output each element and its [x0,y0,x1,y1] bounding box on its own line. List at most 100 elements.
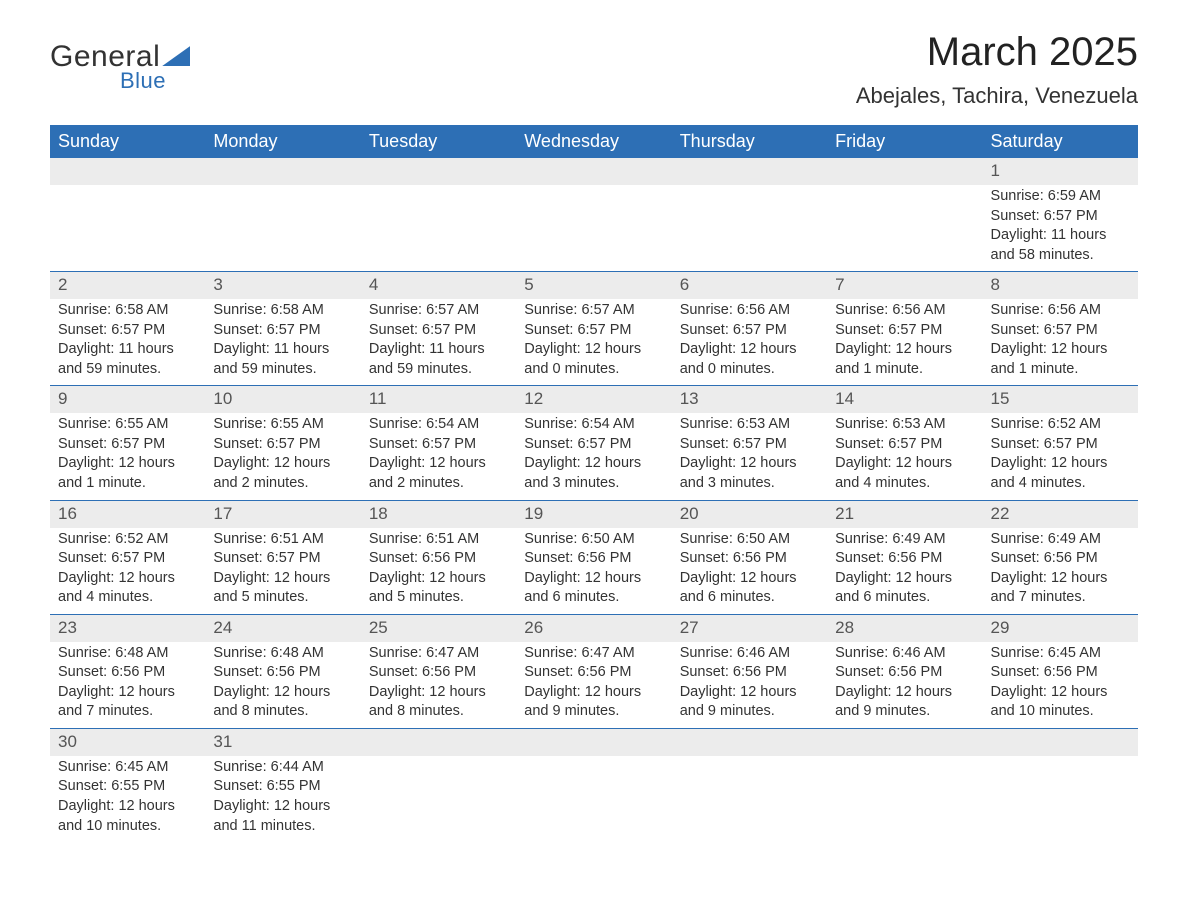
day-content: Sunrise: 6:46 AMSunset: 6:56 PMDaylight:… [672,642,827,728]
sunrise-text: Sunrise: 6:45 AM [991,644,1130,664]
sunset-text: Sunset: 6:56 PM [369,663,508,683]
calendar-cell: 19Sunrise: 6:50 AMSunset: 6:56 PMDayligh… [516,500,671,614]
day-content [516,756,671,764]
sunset-text: Sunset: 6:55 PM [58,777,197,797]
sunset-text: Sunset: 6:57 PM [680,435,819,455]
sunrise-text: Sunrise: 6:54 AM [369,415,508,435]
day-number: 28 [827,615,982,642]
day-content: Sunrise: 6:58 AMSunset: 6:57 PMDaylight:… [205,299,360,385]
sunset-text: Sunset: 6:57 PM [213,435,352,455]
weekday-friday: Friday [827,125,982,158]
calendar-cell: 21Sunrise: 6:49 AMSunset: 6:56 PMDayligh… [827,500,982,614]
day-number: 17 [205,501,360,528]
day-content [361,185,516,193]
day-content: Sunrise: 6:49 AMSunset: 6:56 PMDaylight:… [827,528,982,614]
calendar-cell: 18Sunrise: 6:51 AMSunset: 6:56 PMDayligh… [361,500,516,614]
sunrise-text: Sunrise: 6:50 AM [680,530,819,550]
day-number: 7 [827,272,982,299]
sunrise-text: Sunrise: 6:44 AM [213,758,352,778]
day-number: 1 [983,158,1138,185]
calendar-cell [50,158,205,272]
sunset-text: Sunset: 6:56 PM [680,549,819,569]
calendar-cell: 5Sunrise: 6:57 AMSunset: 6:57 PMDaylight… [516,272,671,386]
daylight-text: Daylight: 12 hours and 9 minutes. [524,683,663,722]
day-content: Sunrise: 6:48 AMSunset: 6:56 PMDaylight:… [50,642,205,728]
sunrise-text: Sunrise: 6:56 AM [680,301,819,321]
daylight-text: Daylight: 12 hours and 4 minutes. [835,454,974,493]
month-title: March 2025 [856,30,1138,75]
day-number: 14 [827,386,982,413]
daylight-text: Daylight: 12 hours and 4 minutes. [58,569,197,608]
calendar-cell [516,158,671,272]
calendar-cell: 11Sunrise: 6:54 AMSunset: 6:57 PMDayligh… [361,386,516,500]
day-content [205,185,360,193]
calendar-week-row: 9Sunrise: 6:55 AMSunset: 6:57 PMDaylight… [50,386,1138,500]
day-number [827,729,982,756]
daylight-text: Daylight: 12 hours and 11 minutes. [213,797,352,836]
sunset-text: Sunset: 6:56 PM [835,549,974,569]
calendar-cell: 15Sunrise: 6:52 AMSunset: 6:57 PMDayligh… [983,386,1138,500]
sunset-text: Sunset: 6:57 PM [58,549,197,569]
calendar-cell: 27Sunrise: 6:46 AMSunset: 6:56 PMDayligh… [672,614,827,728]
sunset-text: Sunset: 6:56 PM [369,549,508,569]
calendar-cell [205,158,360,272]
day-content: Sunrise: 6:56 AMSunset: 6:57 PMDaylight:… [672,299,827,385]
sunrise-text: Sunrise: 6:58 AM [213,301,352,321]
day-content: Sunrise: 6:57 AMSunset: 6:57 PMDaylight:… [516,299,671,385]
day-content: Sunrise: 6:52 AMSunset: 6:57 PMDaylight:… [50,528,205,614]
calendar-cell: 10Sunrise: 6:55 AMSunset: 6:57 PMDayligh… [205,386,360,500]
day-content: Sunrise: 6:47 AMSunset: 6:56 PMDaylight:… [516,642,671,728]
sunrise-text: Sunrise: 6:54 AM [524,415,663,435]
sunrise-text: Sunrise: 6:46 AM [835,644,974,664]
day-number: 11 [361,386,516,413]
calendar-cell: 7Sunrise: 6:56 AMSunset: 6:57 PMDaylight… [827,272,982,386]
sunrise-text: Sunrise: 6:53 AM [680,415,819,435]
sunrise-text: Sunrise: 6:51 AM [213,530,352,550]
calendar-cell: 23Sunrise: 6:48 AMSunset: 6:56 PMDayligh… [50,614,205,728]
daylight-text: Daylight: 12 hours and 6 minutes. [680,569,819,608]
calendar-cell: 8Sunrise: 6:56 AMSunset: 6:57 PMDaylight… [983,272,1138,386]
day-content [516,185,671,193]
day-content: Sunrise: 6:50 AMSunset: 6:56 PMDaylight:… [516,528,671,614]
day-number [827,158,982,185]
weekday-monday: Monday [205,125,360,158]
daylight-text: Daylight: 12 hours and 3 minutes. [680,454,819,493]
day-number [361,158,516,185]
day-number: 15 [983,386,1138,413]
calendar-cell: 28Sunrise: 6:46 AMSunset: 6:56 PMDayligh… [827,614,982,728]
calendar-cell: 4Sunrise: 6:57 AMSunset: 6:57 PMDaylight… [361,272,516,386]
sunrise-text: Sunrise: 6:58 AM [58,301,197,321]
day-content [361,756,516,764]
sunset-text: Sunset: 6:56 PM [680,663,819,683]
calendar-cell: 16Sunrise: 6:52 AMSunset: 6:57 PMDayligh… [50,500,205,614]
daylight-text: Daylight: 11 hours and 59 minutes. [58,340,197,379]
weekday-sunday: Sunday [50,125,205,158]
weekday-wednesday: Wednesday [516,125,671,158]
sunset-text: Sunset: 6:56 PM [58,663,197,683]
day-number: 16 [50,501,205,528]
day-number: 24 [205,615,360,642]
daylight-text: Daylight: 12 hours and 1 minute. [991,340,1130,379]
calendar-week-row: 2Sunrise: 6:58 AMSunset: 6:57 PMDaylight… [50,272,1138,386]
daylight-text: Daylight: 12 hours and 1 minute. [835,340,974,379]
calendar-cell: 22Sunrise: 6:49 AMSunset: 6:56 PMDayligh… [983,500,1138,614]
calendar-cell: 31Sunrise: 6:44 AMSunset: 6:55 PMDayligh… [205,728,360,842]
daylight-text: Daylight: 12 hours and 7 minutes. [991,569,1130,608]
logo-sail-icon [162,46,190,66]
sunrise-text: Sunrise: 6:49 AM [991,530,1130,550]
day-content: Sunrise: 6:59 AMSunset: 6:57 PMDaylight:… [983,185,1138,271]
day-number: 22 [983,501,1138,528]
weekday-header-row: Sunday Monday Tuesday Wednesday Thursday… [50,125,1138,158]
calendar-cell: 12Sunrise: 6:54 AMSunset: 6:57 PMDayligh… [516,386,671,500]
calendar-cell: 26Sunrise: 6:47 AMSunset: 6:56 PMDayligh… [516,614,671,728]
brand-logo: General Blue [50,40,190,94]
sunrise-text: Sunrise: 6:55 AM [213,415,352,435]
daylight-text: Daylight: 12 hours and 10 minutes. [991,683,1130,722]
sunset-text: Sunset: 6:57 PM [369,321,508,341]
logo-word-blue: Blue [120,68,190,94]
sunset-text: Sunset: 6:56 PM [991,663,1130,683]
sunrise-text: Sunrise: 6:45 AM [58,758,197,778]
day-number [205,158,360,185]
day-content: Sunrise: 6:53 AMSunset: 6:57 PMDaylight:… [672,413,827,499]
day-number: 21 [827,501,982,528]
